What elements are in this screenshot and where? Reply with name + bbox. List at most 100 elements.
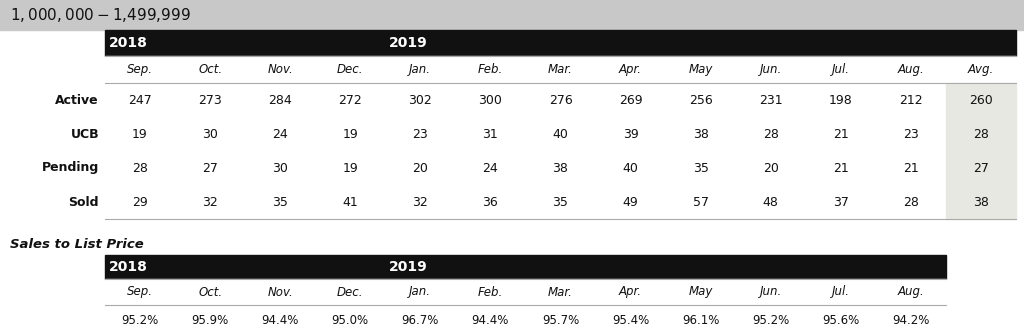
Text: 49: 49 [623, 196, 638, 209]
Text: Jun.: Jun. [760, 285, 782, 298]
Text: 21: 21 [903, 162, 919, 175]
Text: 19: 19 [342, 127, 358, 140]
Text: 96.1%: 96.1% [682, 314, 719, 325]
Text: 27: 27 [973, 162, 989, 175]
Text: Jan.: Jan. [410, 63, 431, 76]
Text: 38: 38 [692, 127, 709, 140]
Text: 260: 260 [969, 94, 993, 107]
Text: 27: 27 [202, 162, 218, 175]
Text: 247: 247 [128, 94, 152, 107]
Text: 273: 273 [199, 94, 222, 107]
Text: 21: 21 [833, 162, 849, 175]
Text: 29: 29 [132, 196, 147, 209]
Text: 272: 272 [338, 94, 362, 107]
Text: Feb.: Feb. [478, 285, 503, 298]
Text: 2019: 2019 [389, 260, 428, 274]
Text: 95.7%: 95.7% [542, 314, 580, 325]
Text: 32: 32 [203, 196, 218, 209]
Text: 24: 24 [272, 127, 288, 140]
Text: 95.2%: 95.2% [122, 314, 159, 325]
Text: 32: 32 [413, 196, 428, 209]
Text: 20: 20 [413, 162, 428, 175]
Text: 19: 19 [342, 162, 358, 175]
Text: 41: 41 [342, 196, 358, 209]
Text: 37: 37 [833, 196, 849, 209]
Text: 300: 300 [478, 94, 503, 107]
Text: Jul.: Jul. [831, 63, 850, 76]
Text: Apr.: Apr. [620, 63, 642, 76]
Text: 30: 30 [272, 162, 288, 175]
Text: 35: 35 [692, 162, 709, 175]
Text: Aug.: Aug. [897, 63, 925, 76]
Bar [946, 151, 1016, 185]
Bar [105, 30, 1016, 56]
Text: 231: 231 [759, 94, 782, 107]
Text: 2018: 2018 [109, 260, 147, 274]
Text: 2019: 2019 [389, 36, 428, 50]
Text: Aug.: Aug. [897, 285, 925, 298]
Text: 35: 35 [272, 196, 288, 209]
Text: 256: 256 [689, 94, 713, 107]
Text: 48: 48 [763, 196, 778, 209]
Text: Mar.: Mar. [548, 285, 573, 298]
Text: 94.2%: 94.2% [892, 314, 930, 325]
Text: 30: 30 [202, 127, 218, 140]
Text: Apr.: Apr. [620, 285, 642, 298]
Text: Sold: Sold [69, 196, 99, 209]
Text: 24: 24 [482, 162, 499, 175]
Text: Pending: Pending [42, 162, 99, 175]
Bar [0, 0, 1024, 30]
Text: 36: 36 [482, 196, 499, 209]
Text: 38: 38 [553, 162, 568, 175]
Text: 23: 23 [413, 127, 428, 140]
Text: 95.0%: 95.0% [332, 314, 369, 325]
Text: 95.2%: 95.2% [752, 314, 790, 325]
Text: Mar.: Mar. [548, 63, 573, 76]
Text: 28: 28 [763, 127, 778, 140]
Text: May: May [688, 285, 713, 298]
Text: 95.4%: 95.4% [612, 314, 649, 325]
Text: 94.4%: 94.4% [472, 314, 509, 325]
Text: Active: Active [55, 94, 99, 107]
Text: Sales to List Price: Sales to List Price [10, 239, 143, 252]
Text: 269: 269 [618, 94, 642, 107]
Bar [946, 185, 1016, 219]
Text: 2018: 2018 [109, 36, 147, 50]
Text: 28: 28 [903, 196, 919, 209]
Text: 198: 198 [829, 94, 853, 107]
Text: Feb.: Feb. [478, 63, 503, 76]
Text: 23: 23 [903, 127, 919, 140]
Text: 96.7%: 96.7% [401, 314, 439, 325]
Bar [946, 117, 1016, 151]
Text: Jan.: Jan. [410, 285, 431, 298]
Text: 20: 20 [763, 162, 778, 175]
Text: Dec.: Dec. [337, 63, 364, 76]
Text: 94.4%: 94.4% [261, 314, 299, 325]
Text: 284: 284 [268, 94, 292, 107]
Bar [105, 56, 1016, 83]
Text: 28: 28 [973, 127, 989, 140]
Text: 302: 302 [409, 94, 432, 107]
Bar [946, 83, 1016, 117]
Text: UCB: UCB [71, 127, 99, 140]
Text: 40: 40 [623, 162, 639, 175]
Text: Jul.: Jul. [831, 285, 850, 298]
Text: 276: 276 [549, 94, 572, 107]
Text: 19: 19 [132, 127, 147, 140]
Text: 40: 40 [553, 127, 568, 140]
Text: 57: 57 [692, 196, 709, 209]
Text: Nov.: Nov. [267, 285, 293, 298]
Text: Oct.: Oct. [198, 63, 222, 76]
Bar [105, 279, 946, 305]
Text: 95.6%: 95.6% [822, 314, 859, 325]
Text: 38: 38 [973, 196, 989, 209]
Text: Oct.: Oct. [198, 285, 222, 298]
Text: Sep.: Sep. [127, 63, 153, 76]
Text: Avg.: Avg. [968, 63, 994, 76]
Text: Jun.: Jun. [760, 63, 782, 76]
Text: 28: 28 [132, 162, 148, 175]
Text: 95.9%: 95.9% [191, 314, 228, 325]
Text: 212: 212 [899, 94, 923, 107]
Text: Nov.: Nov. [267, 63, 293, 76]
Text: 31: 31 [482, 127, 499, 140]
